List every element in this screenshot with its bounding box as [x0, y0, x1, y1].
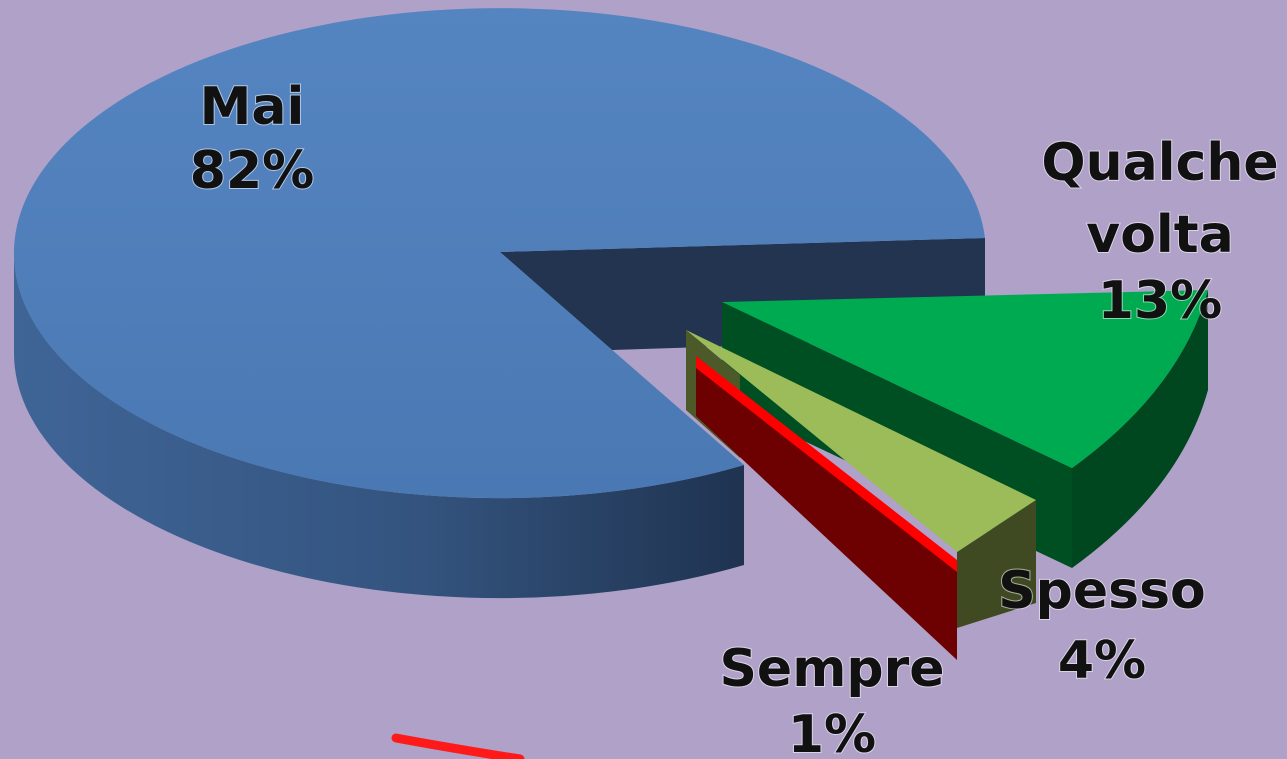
label-mai-name: Mai: [200, 77, 305, 137]
slice-sempre-top: [696, 356, 957, 572]
label-spesso-value: 4%: [1058, 631, 1146, 691]
slice-sempre-side: [696, 356, 957, 660]
label-qualche-volta-value: 13%: [1098, 271, 1222, 331]
slice-qualche-volta-side-outer: [1072, 290, 1208, 568]
label-mai-value: 82%: [190, 141, 314, 201]
slice-qualche-volta-top: [722, 290, 1208, 468]
slice-mai-top: [13, 8, 986, 499]
slice-spesso-side: [957, 500, 1036, 628]
slice-spesso-top: [686, 330, 1036, 552]
slice-mai: [13, 8, 986, 599]
label-qualche-volta-name-line1: Qualche: [1041, 133, 1278, 193]
label-spesso-name: Spesso: [998, 561, 1206, 621]
label-qualche-volta-name-line2: volta: [1086, 205, 1233, 265]
slice-sempre: [696, 356, 957, 660]
label-sempre-name: Sempre: [719, 639, 944, 699]
slice-mai-side: [13, 252, 745, 599]
label-sempre-value: 1%: [788, 705, 876, 759]
decorative-red-stroke: [391, 733, 525, 759]
